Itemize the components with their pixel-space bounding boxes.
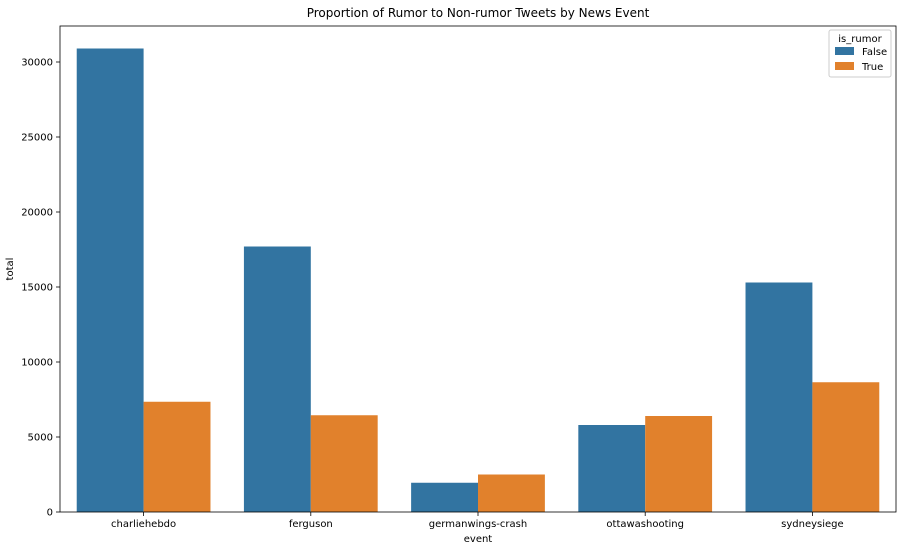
x-axis-label: event xyxy=(464,534,493,545)
bar-ottawashooting-false xyxy=(578,425,646,512)
x-tick-label: charliehebdo xyxy=(111,519,176,530)
bar-sydneysiege-true xyxy=(812,382,880,512)
legend: is_rumor False True xyxy=(828,29,892,78)
y-axis-label: total xyxy=(5,258,16,281)
bar-sydneysiege-false xyxy=(745,282,813,512)
x-tick-label: germanwings-crash xyxy=(429,519,527,530)
chart-title: Proportion of Rumor to Non-rumor Tweets … xyxy=(307,6,650,20)
bar-series-group xyxy=(76,48,880,512)
x-axis-ticks: charliehebdo ferguson germanwings-crash ott… xyxy=(111,512,844,530)
y-axis-ticks: 0 5000 10000 15000 20000 25000 30000 xyxy=(21,58,60,519)
x-tick-label: sydneysiege xyxy=(781,519,844,530)
legend-title: is_rumor xyxy=(838,34,882,45)
y-tick-label: 10000 xyxy=(21,358,53,369)
x-tick-label: ferguson xyxy=(289,519,333,530)
bar-germanwings-crash-true xyxy=(478,474,545,512)
y-tick-label: 20000 xyxy=(21,208,53,219)
y-tick-label: 5000 xyxy=(28,433,53,444)
bar-ferguson-true xyxy=(310,415,378,512)
legend-swatch-false xyxy=(835,47,854,55)
y-tick-label: 0 xyxy=(47,508,53,519)
legend-label-true: True xyxy=(861,62,883,73)
bar-germanwings-crash-false xyxy=(411,482,478,512)
legend-swatch-true xyxy=(835,62,854,70)
plot-frame xyxy=(59,25,897,513)
y-tick-label: 15000 xyxy=(21,283,53,294)
y-tick-label: 25000 xyxy=(21,133,53,144)
x-tick-label: ottawashooting xyxy=(606,519,684,530)
bar-ferguson-false xyxy=(243,246,311,512)
bar-charliehebdo-false xyxy=(76,48,144,512)
y-tick-label: 30000 xyxy=(21,58,53,69)
bar-ottawashooting-true xyxy=(645,416,713,512)
legend-label-false: False xyxy=(862,47,887,58)
bar-charliehebdo-true xyxy=(143,401,211,512)
